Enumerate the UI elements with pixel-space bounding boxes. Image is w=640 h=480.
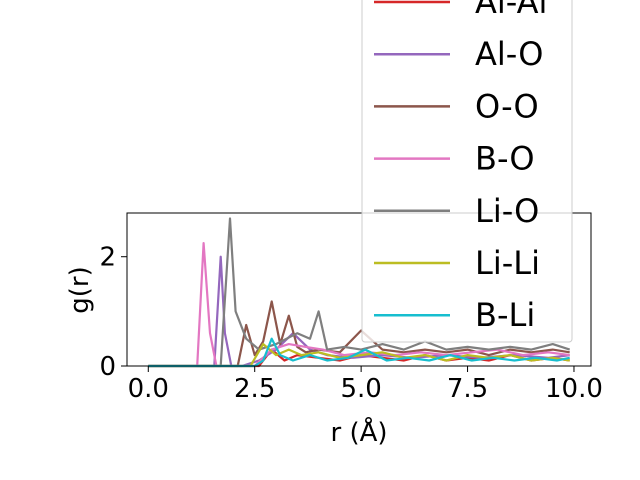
y-axis: 02 bbox=[99, 243, 127, 382]
plot-frame bbox=[126, 212, 592, 367]
legend-label-al-o: Al-O bbox=[475, 35, 543, 73]
plot-lines bbox=[148, 217, 571, 368]
legend-frame bbox=[361, 0, 573, 343]
legend-label-al-al: Al-Al bbox=[475, 0, 547, 21]
y-tick-label: 0 bbox=[99, 352, 116, 382]
y-tick-label: 2 bbox=[99, 243, 116, 273]
x-tick-label: 10.0 bbox=[545, 374, 603, 404]
y-axis-label: g(r) bbox=[65, 266, 95, 313]
x-tick-label: 2.5 bbox=[234, 374, 275, 404]
x-tick-label: 5.0 bbox=[340, 374, 381, 404]
legend-label-b-li: B-Li bbox=[475, 296, 535, 334]
x-axis-label: r (Å) bbox=[330, 416, 387, 448]
series-line-o-o bbox=[148, 300, 570, 368]
legend-label-li-li: Li-Li bbox=[475, 244, 540, 282]
legend: Al-Al Al-O O-O B-O Li-O Li-Li B-Li bbox=[361, 0, 573, 343]
x-tick-label: 0.0 bbox=[128, 374, 169, 404]
series-line-b-li bbox=[148, 337, 570, 368]
legend-label-o-o: O-O bbox=[475, 87, 539, 125]
x-tick-label: 7.5 bbox=[447, 374, 488, 404]
legend-label-b-o: B-O bbox=[475, 140, 535, 178]
x-axis: 0.0 2.5 5.0 7.5 10.0 bbox=[128, 366, 603, 404]
series-line-li-li bbox=[148, 343, 570, 368]
series-line-li-o bbox=[148, 217, 571, 368]
legend-label-li-o: Li-O bbox=[475, 192, 539, 230]
